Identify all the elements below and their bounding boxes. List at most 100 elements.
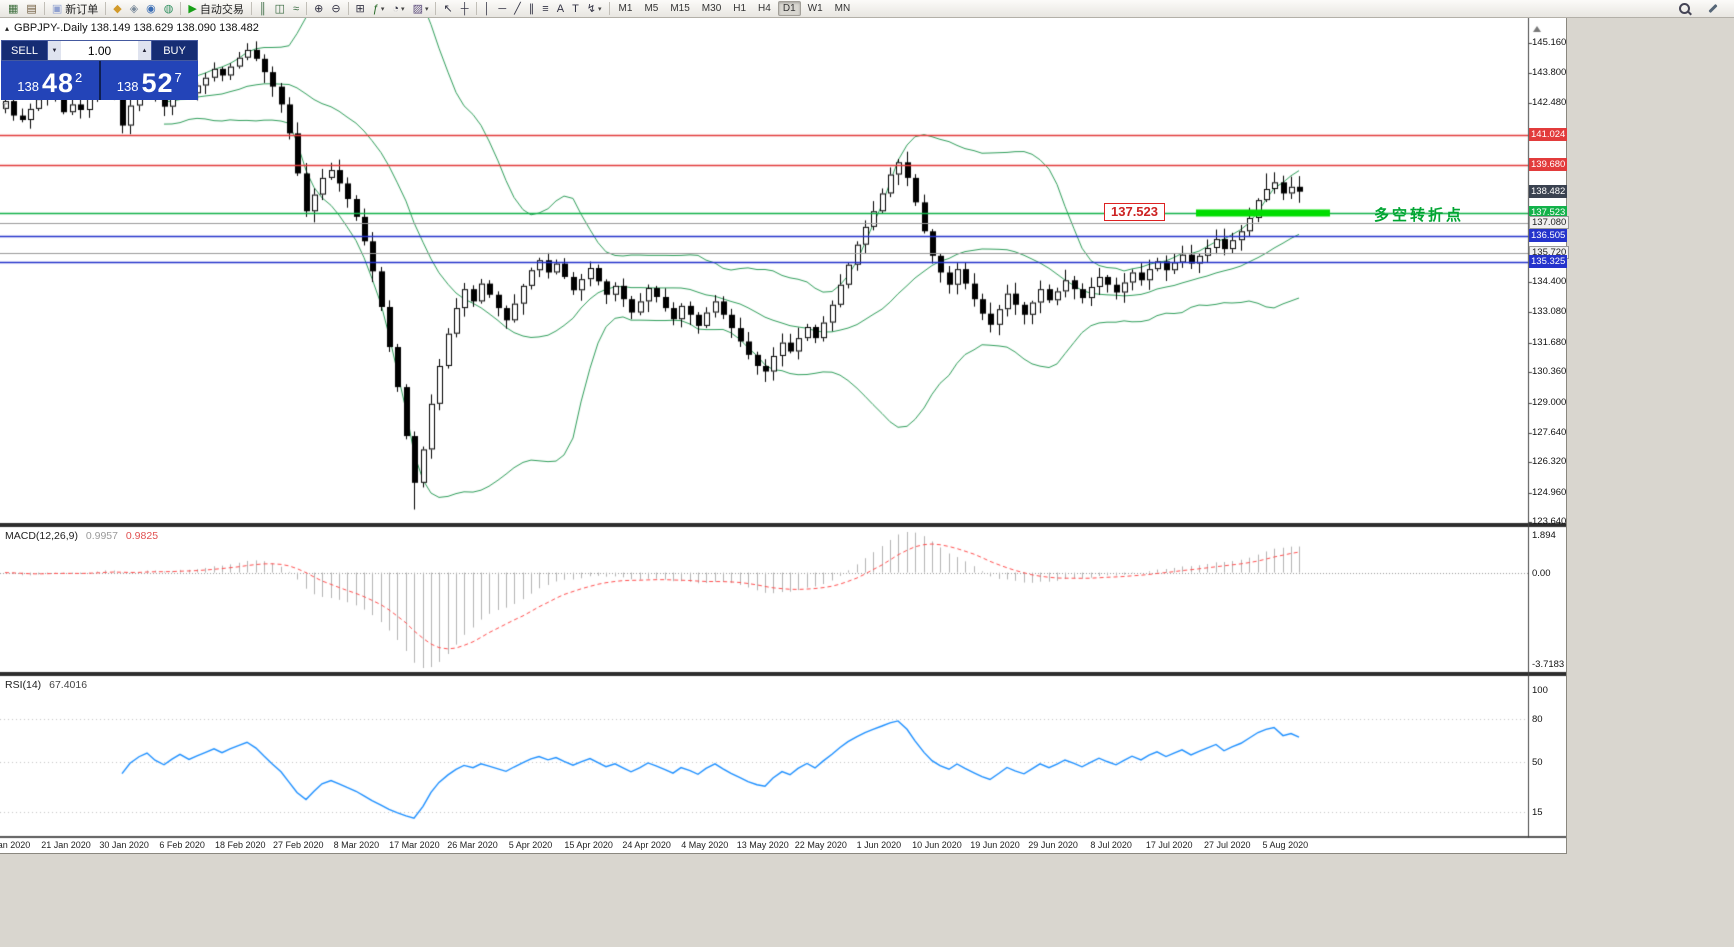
time-scale-label: 4 May 2020 [681,840,729,850]
edit-button[interactable] [1704,0,1722,18]
bid-pips: 48 [41,68,74,98]
chart-canvas[interactable] [0,18,1566,853]
horizontal-line-button[interactable]: ─ [494,0,510,18]
trade-panel-prices: 138 48 2 138 52 7 [1,61,198,100]
macd-name: MACD(12,26,9) [5,530,78,542]
autotrading-button[interactable]: ▶ 自动交易 [184,0,247,18]
annotation-price-box[interactable]: 137.523 [1104,203,1165,221]
time-scale-label: 17 Mar 2020 [389,840,440,850]
text-button[interactable]: A [553,0,568,18]
toolbar-separator [43,2,45,15]
terminal-button[interactable]: ◍ [160,0,178,18]
line-chart-button[interactable]: ≈ [289,0,303,18]
line-chart-icon: ≈ [293,2,300,15]
market-watch-button[interactable]: ◆ [109,0,125,18]
sell-button[interactable]: SELL [1,40,48,61]
arrows-button[interactable]: ↯ ▾ [583,0,606,18]
macd-main-value: 0.9957 [85,530,118,542]
macd-scale-max: 1.894 [1532,530,1556,541]
vertical-line-icon: │ [483,2,491,15]
price-scale-label: 129.000 [1532,397,1567,408]
timeframe-h4-button[interactable]: H4 [758,3,771,14]
volume-down-button[interactable]: ▼ [48,41,61,60]
toolbar-buttons: ▦ ▤ ▣ 新订单 ◆ ◈ ◉ ◍ ▶ 自动交易 ║ ◫ ≈ ⊕ ⊖ ⊞ ƒ ▾ ◔ ▾ ▨ ▾ ↖ ┼ │ ─ ╱ ∥ ≡ A T ↯ ▾ [4,0,613,18]
timeframe-m30-button[interactable]: M30 [701,3,722,14]
dropdown-caret-icon: ▾ [424,5,429,13]
price-tag-blue: 135.325 [1529,255,1568,268]
candlestick-chart-icon: ◫ [274,2,286,15]
fibonacci-button[interactable]: ≡ [538,0,552,18]
time-scale-label: 26 Mar 2020 [447,840,498,850]
volume-input[interactable] [61,41,138,60]
autotrading-button-label: 自动交易 [199,3,244,16]
terminal-icon: ◍ [163,2,174,15]
new-order-icon: ▣ [51,2,63,15]
price-tag-blue: 136.505 [1529,229,1568,242]
one-click-trading-panel: SELL ▼ ▲ BUY 138 48 2 138 52 7 [1,40,198,100]
time-scale-label: 24 Apr 2020 [622,840,671,850]
new-order-button-label: 新订单 [65,3,99,16]
new-chart-button[interactable]: ▦ [4,0,22,18]
tile-windows-button[interactable]: ⊞ [352,0,369,18]
timeframe-mn-button[interactable]: MN [834,3,851,14]
horizontal-line-icon: ─ [498,2,507,15]
timeframe-m15-button[interactable]: M15 [670,3,690,14]
channel-button[interactable]: ∥ [525,0,539,18]
data-window-icon: ◈ [129,2,139,15]
annotation-turning-point[interactable]: 多空转折点 [1374,207,1465,224]
buy-button[interactable]: BUY [151,40,198,61]
new-order-button[interactable]: ▣ 新订单 [48,0,102,18]
candlestick-chart-button[interactable]: ◫ [271,0,289,18]
symbol-ohlc-text: GBPJPY-.Daily 138.149 138.629 138.090 13… [14,22,259,34]
price-tag-bid: 138.482 [1529,185,1568,198]
price-tag-green: 137.523 [1529,206,1568,219]
toolbar: ▦ ▤ ▣ 新订单 ◆ ◈ ◉ ◍ ▶ 自动交易 ║ ◫ ≈ ⊕ ⊖ ⊞ ƒ ▾ ◔ ▾ ▨ ▾ ↖ ┼ │ ─ ╱ ∥ ≡ A T ↯ ▾ M… [0,0,1734,18]
search-button[interactable] [1675,0,1694,18]
timeframe-d1-button[interactable]: D1 [777,1,801,16]
price-scale-label: 127.640 [1532,427,1567,438]
timeframe-w1-button[interactable]: W1 [807,3,823,14]
price-scale-label: 130.360 [1532,366,1567,377]
bar-chart-icon: ║ [258,2,267,15]
templates-button[interactable]: ▨ ▾ [409,0,433,18]
cursor-button[interactable]: ↖ [439,0,456,18]
label-button[interactable]: T [568,0,583,18]
label-icon: T [572,2,579,15]
vertical-line-button[interactable]: │ [480,0,495,18]
profiles-button[interactable]: ▤ [22,0,40,18]
time-scale-label: 8 Mar 2020 [333,840,380,850]
trendline-button[interactable]: ╱ [510,0,525,18]
price-tag-red: 141.024 [1529,128,1568,141]
ask-point: 7 [174,70,182,85]
volume-box: ▼ ▲ [48,40,151,61]
volume-up-button[interactable]: ▲ [138,41,151,60]
ask-pips: 52 [141,68,174,98]
zoom-in-button[interactable]: ⊕ [310,0,327,18]
bid-price[interactable]: 138 48 2 [1,61,99,100]
periods-icon: ◔ [392,2,400,15]
price-tag-red: 139.680 [1529,158,1568,171]
timeframe-m5-button[interactable]: M5 [644,3,659,14]
price-scale-label: 123.640 [1532,516,1567,527]
zoom-in-icon: ⊕ [314,2,324,15]
price-scale-label: 134.400 [1532,276,1567,287]
text-icon: A [556,2,565,15]
time-scale-label: 17 Jul 2020 [1145,840,1193,850]
periods-button[interactable]: ◔ ▾ [388,0,408,18]
timeframe-h1-button[interactable]: H1 [733,3,747,14]
data-window-button[interactable]: ◈ [126,0,142,18]
zoom-out-button[interactable]: ⊖ [327,0,344,18]
ask-price[interactable]: 138 52 7 [100,61,198,100]
macd-scale-zero: 0.00 [1532,568,1551,579]
crosshair-button[interactable]: ┼ [457,0,473,18]
bar-chart-button[interactable]: ║ [255,0,271,18]
indicators-button[interactable]: ƒ ▾ [369,0,389,18]
timeframe-m1-button[interactable]: M1 [618,3,633,14]
fibonacci-icon: ≡ [542,2,549,15]
toolbar-separator [180,2,182,15]
navigator-button[interactable]: ◉ [142,0,160,18]
toolbar-separator [250,2,252,15]
rsi-scale-15: 15 [1532,807,1543,818]
oneclick-collapse-icon[interactable]: ▴ [5,23,10,33]
